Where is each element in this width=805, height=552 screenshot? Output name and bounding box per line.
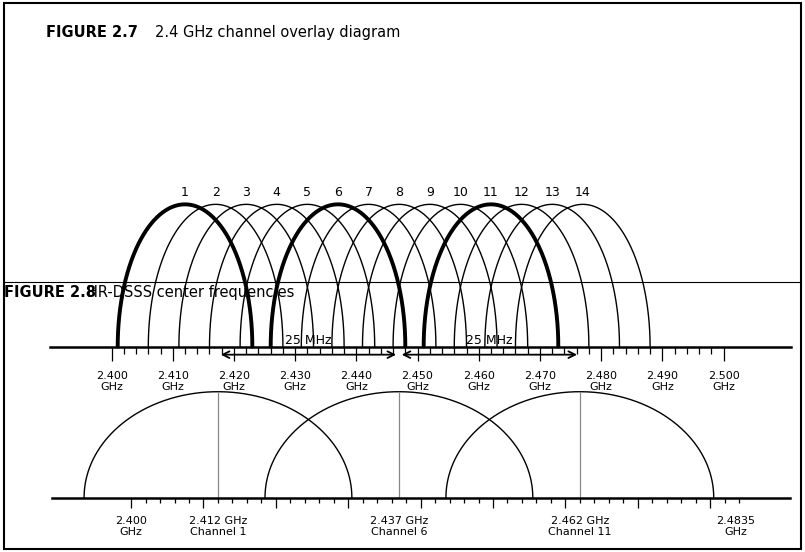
Text: 25 MHz: 25 MHz bbox=[285, 335, 332, 347]
Text: 2.500
GHz: 2.500 GHz bbox=[708, 371, 740, 392]
Text: 7: 7 bbox=[365, 185, 373, 199]
Text: 5: 5 bbox=[303, 185, 312, 199]
Text: 10: 10 bbox=[452, 185, 469, 199]
Text: 11: 11 bbox=[483, 185, 499, 199]
Text: 2.460
GHz: 2.460 GHz bbox=[463, 371, 495, 392]
Text: 6: 6 bbox=[334, 185, 342, 199]
Text: 2.430
GHz: 2.430 GHz bbox=[279, 371, 311, 392]
Text: 2.4 GHz channel overlay diagram: 2.4 GHz channel overlay diagram bbox=[155, 25, 400, 40]
Text: HR-DSSS center frequencies: HR-DSSS center frequencies bbox=[87, 285, 295, 300]
Text: 2.440
GHz: 2.440 GHz bbox=[341, 371, 373, 392]
Text: 2: 2 bbox=[212, 185, 220, 199]
Text: 2.490
GHz: 2.490 GHz bbox=[646, 371, 679, 392]
Text: 9: 9 bbox=[426, 185, 434, 199]
Text: 25 MHz: 25 MHz bbox=[466, 335, 513, 347]
Text: 3: 3 bbox=[242, 185, 250, 199]
Text: 4: 4 bbox=[273, 185, 281, 199]
Text: FIGURE 2.7: FIGURE 2.7 bbox=[46, 25, 148, 40]
Text: 8: 8 bbox=[395, 185, 403, 199]
Text: 2.420
GHz: 2.420 GHz bbox=[218, 371, 250, 392]
Text: 13: 13 bbox=[544, 185, 560, 199]
Text: FIGURE 2.8: FIGURE 2.8 bbox=[4, 285, 106, 300]
Text: 2.412 GHz
Channel 1: 2.412 GHz Channel 1 bbox=[189, 516, 247, 537]
Text: 2.480
GHz: 2.480 GHz bbox=[585, 371, 617, 392]
Text: 2.400
GHz: 2.400 GHz bbox=[115, 516, 147, 537]
Text: 2.400
GHz: 2.400 GHz bbox=[96, 371, 127, 392]
Text: 14: 14 bbox=[575, 185, 591, 199]
Text: 2.410
GHz: 2.410 GHz bbox=[157, 371, 188, 392]
Text: 2.462 GHz
Channel 11: 2.462 GHz Channel 11 bbox=[548, 516, 612, 537]
Text: 1: 1 bbox=[181, 185, 189, 199]
Text: 2.450
GHz: 2.450 GHz bbox=[402, 371, 433, 392]
Text: 2.470
GHz: 2.470 GHz bbox=[524, 371, 556, 392]
Text: 2.4835
GHz: 2.4835 GHz bbox=[716, 516, 755, 537]
Text: 2.437 GHz
Channel 6: 2.437 GHz Channel 6 bbox=[369, 516, 428, 537]
Text: 12: 12 bbox=[514, 185, 530, 199]
